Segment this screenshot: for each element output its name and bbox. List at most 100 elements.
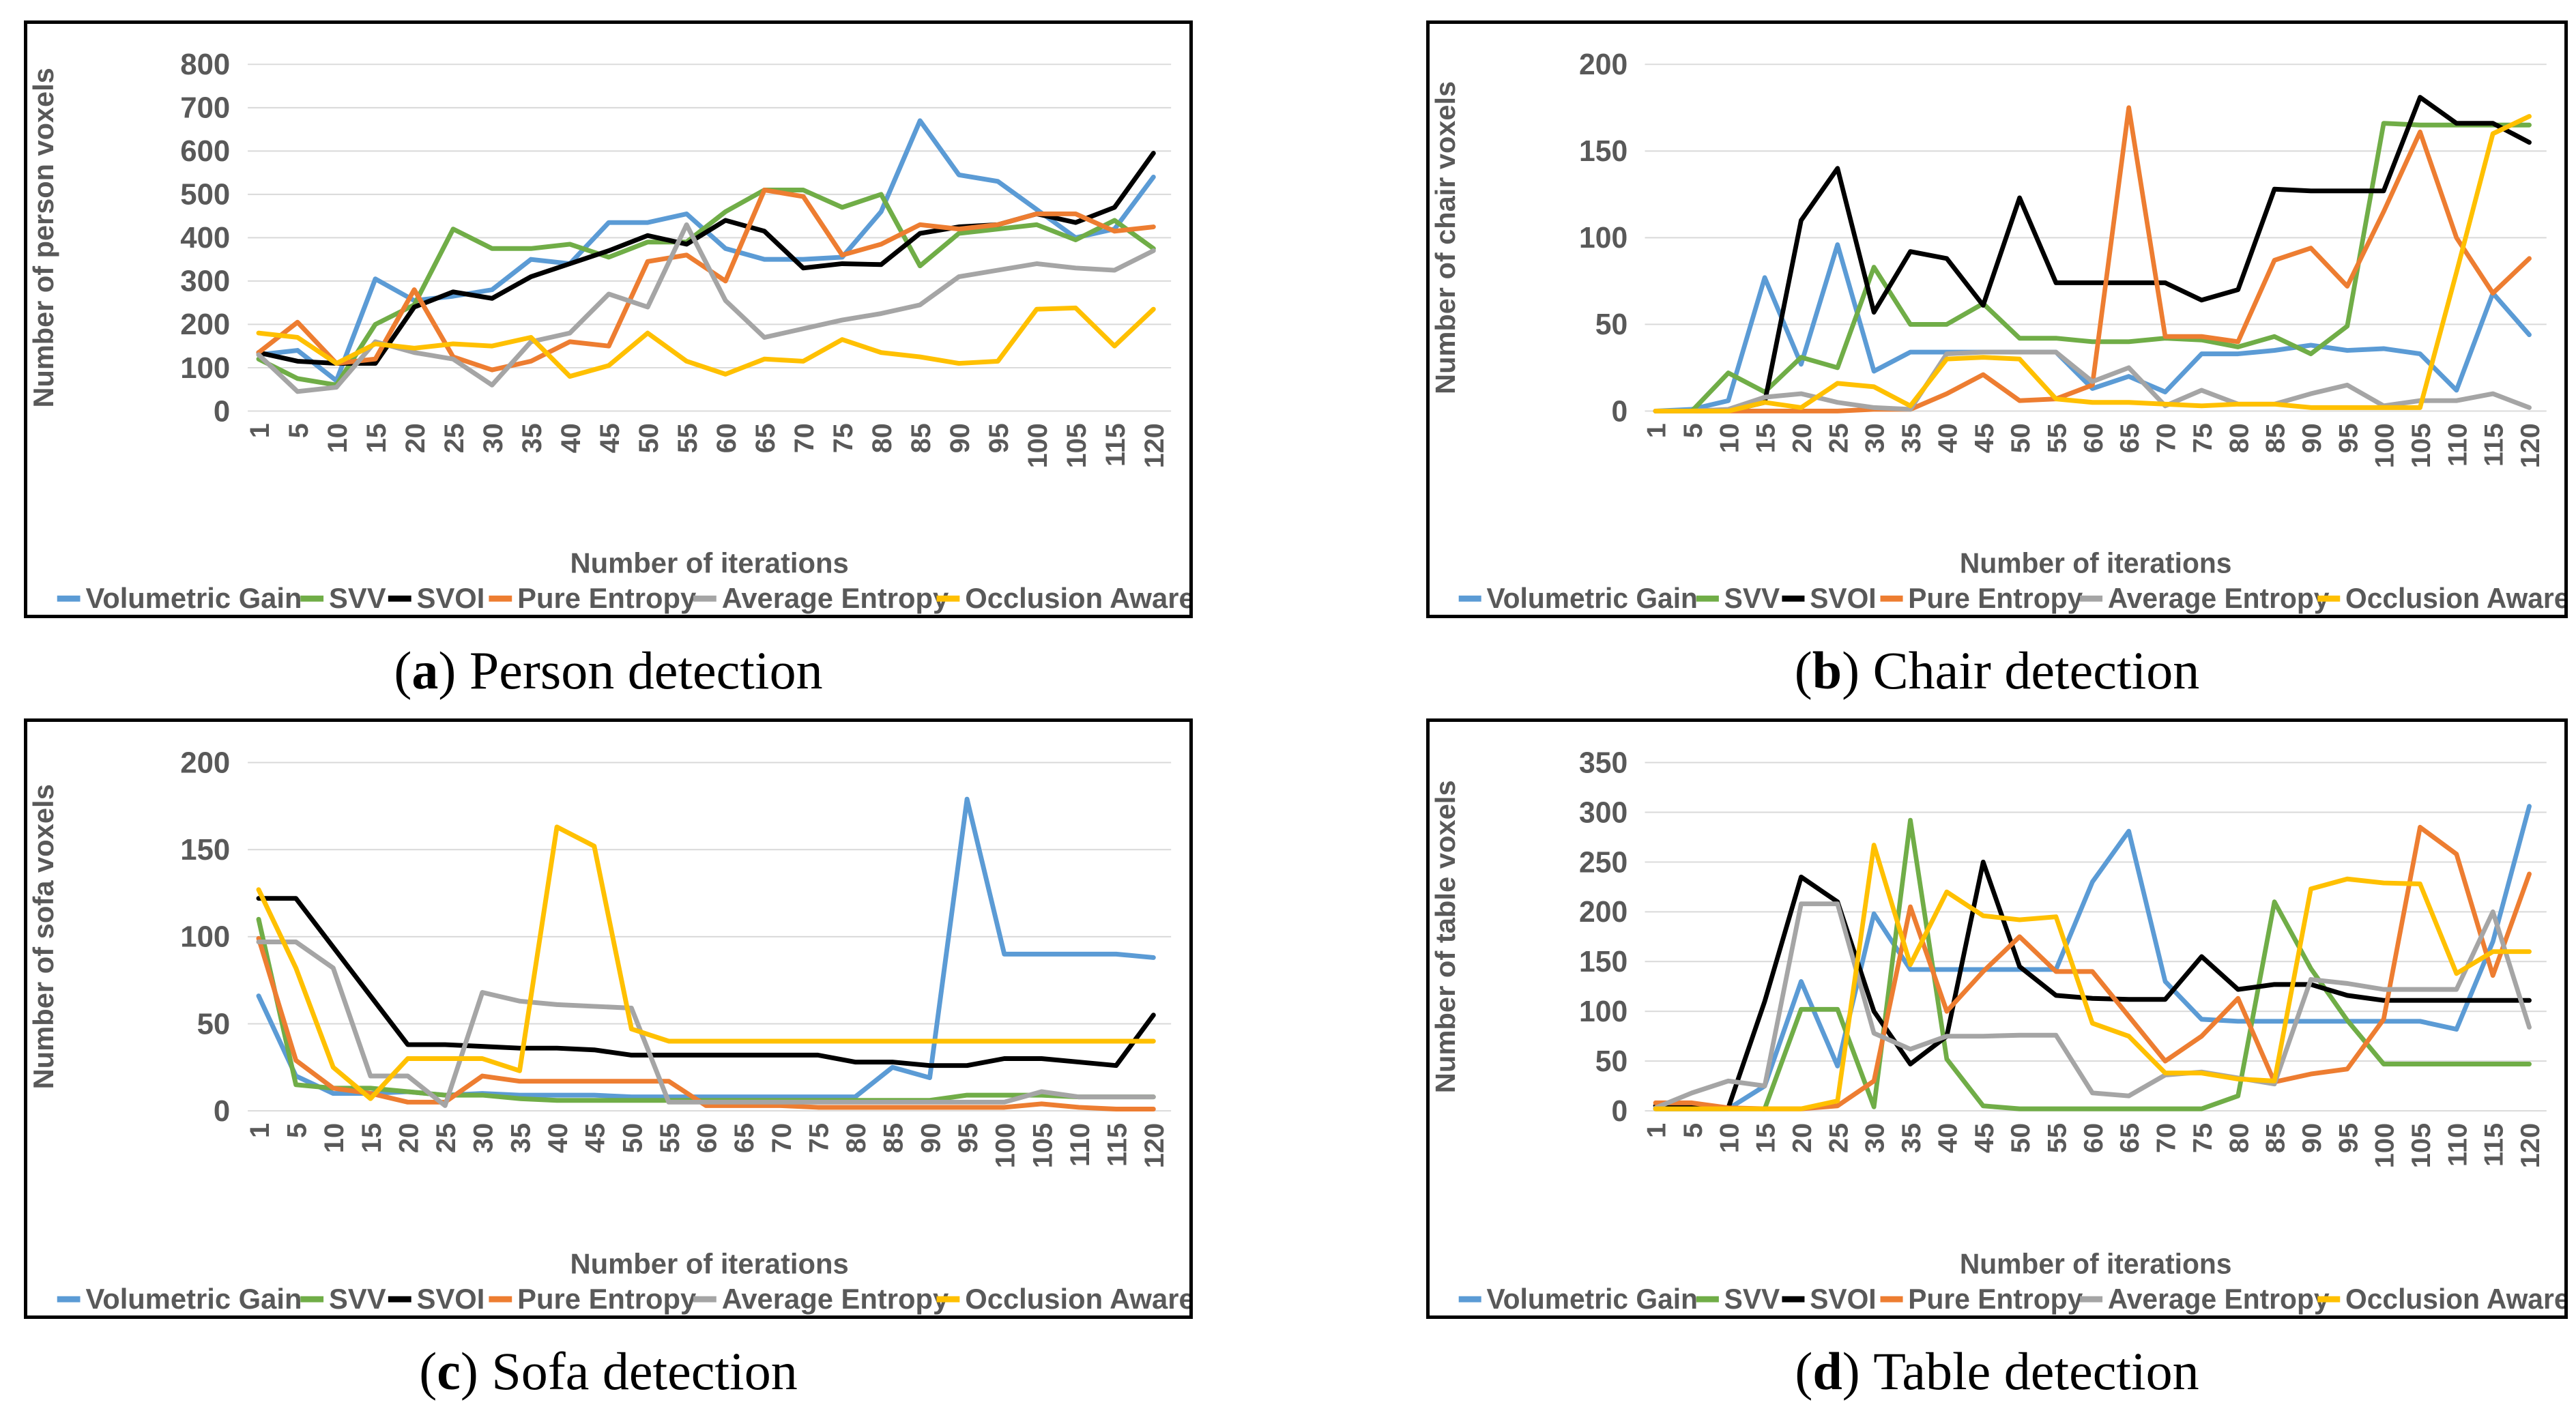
x-tick-label: 85 [2261, 423, 2291, 453]
x-tick-label: 35 [517, 423, 547, 453]
series-line-average-entropy [256, 222, 1156, 394]
legend-label-average-entropy: Average Entropy [2108, 583, 2330, 614]
y-tick-label: 0 [214, 395, 230, 428]
x-tick-label: 85 [2261, 1123, 2290, 1153]
x-tick-label: 25 [1824, 1123, 1853, 1153]
legend-label-pure-entropy: Pure Entropy [517, 1283, 696, 1315]
y-tick-label: 100 [180, 920, 230, 954]
y-tick-label: 250 [1579, 846, 1627, 879]
y-tick-label: 0 [1612, 395, 1628, 428]
legend-label-volumetric-gain: Volumetric Gain [85, 1283, 302, 1315]
chart-panel-person: 0 100 200 300 400 500 600 700 800 1 5 10 15 20 25 30 35 4… [24, 20, 1193, 618]
x-tick-label: 95 [2334, 423, 2364, 453]
x-tick-label: 45 [595, 423, 625, 453]
series-line-pure-entropy [256, 188, 1156, 373]
caption-letter-d: d [1812, 1341, 1842, 1401]
chart-svg-person: 0 100 200 300 400 500 600 700 800 1 5 10 15 20 25 30 35 4… [27, 48, 1189, 614]
series-line-svv [1653, 121, 2532, 413]
y-tick-label: 350 [1579, 746, 1627, 780]
x-tick-label: 80 [841, 1123, 871, 1153]
x-tick-label: 90 [945, 423, 975, 453]
x-tick-label: 70 [2152, 423, 2182, 453]
y-tick-label: 700 [180, 92, 230, 125]
x-tick-label: 25 [1825, 423, 1854, 453]
x-tick-label: 15 [1751, 1123, 1780, 1153]
x-tick-label: 50 [618, 1123, 648, 1153]
legend-label-pure-entropy: Pure Entropy [517, 582, 696, 614]
x-tick-label: 70 [2152, 1123, 2181, 1153]
x-tick-label: 15 [1752, 423, 1781, 453]
caption-chair: (b) Chair detection [1794, 641, 2200, 700]
y-tick-label: 400 [180, 222, 230, 254]
legend-label-average-entropy: Average Entropy [2108, 1283, 2330, 1315]
x-tick-label: 120 [2516, 423, 2545, 468]
y-tick-label: 50 [1595, 1045, 1627, 1079]
x-tick-label: 120 [2516, 1123, 2545, 1168]
caption-letter-a: a [411, 641, 439, 700]
legend-label-pure-entropy: Pure Entropy [1908, 1283, 2083, 1315]
y-tick-label: 200 [180, 746, 230, 780]
x-tick-label: 1 [1642, 423, 1672, 438]
chart-panel-chair: 0 50 100 150 200 1 5 10 15 20 25 30 35 40 45 50 55 60 65 70… [1426, 20, 2568, 618]
x-tick-label: 55 [2042, 1123, 2072, 1153]
x-tick-label: 45 [1970, 423, 1999, 453]
x-tick-label: 95 [984, 423, 1014, 453]
y-tick-label: 100 [1579, 222, 1627, 254]
x-axis-title: Number of iterations [570, 547, 849, 579]
y-tick-label: 150 [1579, 946, 1627, 979]
x-tick-label: 1 [245, 1123, 275, 1138]
y-tick-label: 100 [180, 352, 230, 385]
chart-panel-table: 0 50 100 150 200 250 300 350 1 5 10 15 20 25 30 35 40 45 5… [1426, 718, 2568, 1319]
x-tick-label: 95 [953, 1123, 983, 1153]
legend-label-occlusion-aware: Occlusion Aware [965, 1283, 1189, 1315]
y-tick-label: 300 [180, 265, 230, 298]
y-tick-label: 0 [1612, 1095, 1628, 1129]
caption-text-a: Person detection [469, 641, 823, 700]
x-tick-label: 65 [729, 1123, 759, 1153]
x-tick-label: 55 [673, 423, 703, 453]
series-line-occlusion-aware [1653, 843, 2532, 1111]
x-axis-title: Number of iterations [570, 1247, 849, 1279]
x-tick-label: 115 [2479, 1123, 2508, 1167]
y-tick-label: 0 [214, 1094, 230, 1128]
x-tick-label: 80 [867, 423, 897, 453]
y-tick-label: 100 [1579, 995, 1627, 1029]
x-tick-label: 65 [2115, 1123, 2145, 1153]
x-tick-label: 100 [2371, 423, 2400, 468]
y-tick-label: 200 [1579, 896, 1627, 929]
x-tick-label: 35 [1896, 1123, 1926, 1153]
x-axis-title: Number of iterations [1960, 1248, 2232, 1280]
legend-label-svoi: SVOI [417, 582, 485, 614]
x-tick-label: 95 [2334, 1123, 2363, 1153]
legend-label-svv: SVV [329, 582, 386, 614]
series-line-volumetric-gain [1653, 242, 2532, 413]
x-tick-label: 1 [245, 423, 275, 438]
legend-label-occlusion-aware: Occlusion Aware [2345, 583, 2564, 614]
x-tick-label: 20 [1787, 1123, 1817, 1153]
x-tick-label: 70 [790, 423, 820, 453]
caption-text-b: Chair detection [1872, 641, 2200, 700]
x-tick-label: 120 [1140, 1123, 1170, 1168]
x-axis-title: Number of iterations [1960, 547, 2231, 579]
x-tick-label: 90 [2297, 1123, 2326, 1153]
x-tick-label: 1 [1642, 1123, 1671, 1138]
caption-letter-c: c [437, 1341, 461, 1401]
x-tick-label: 25 [431, 1123, 461, 1153]
x-tick-label: 20 [1788, 423, 1817, 453]
y-tick-label: 50 [197, 1007, 231, 1041]
x-tick-label: 90 [916, 1123, 946, 1153]
x-tick-label: 55 [655, 1123, 685, 1153]
series-line-svv [1653, 817, 2532, 1111]
legend-label-svoi: SVOI [417, 1283, 485, 1315]
series-line-svoi [256, 896, 1156, 1068]
x-tick-label: 45 [581, 1123, 611, 1153]
x-tick-label: 5 [1679, 423, 1708, 438]
x-tick-label: 30 [1860, 1123, 1890, 1153]
legend-label-occlusion-aware: Occlusion Aware [2345, 1283, 2564, 1315]
x-tick-label: 85 [879, 1123, 909, 1153]
legend-label-svv: SVV [1724, 583, 1780, 614]
series-line-average-entropy [256, 940, 1156, 1108]
